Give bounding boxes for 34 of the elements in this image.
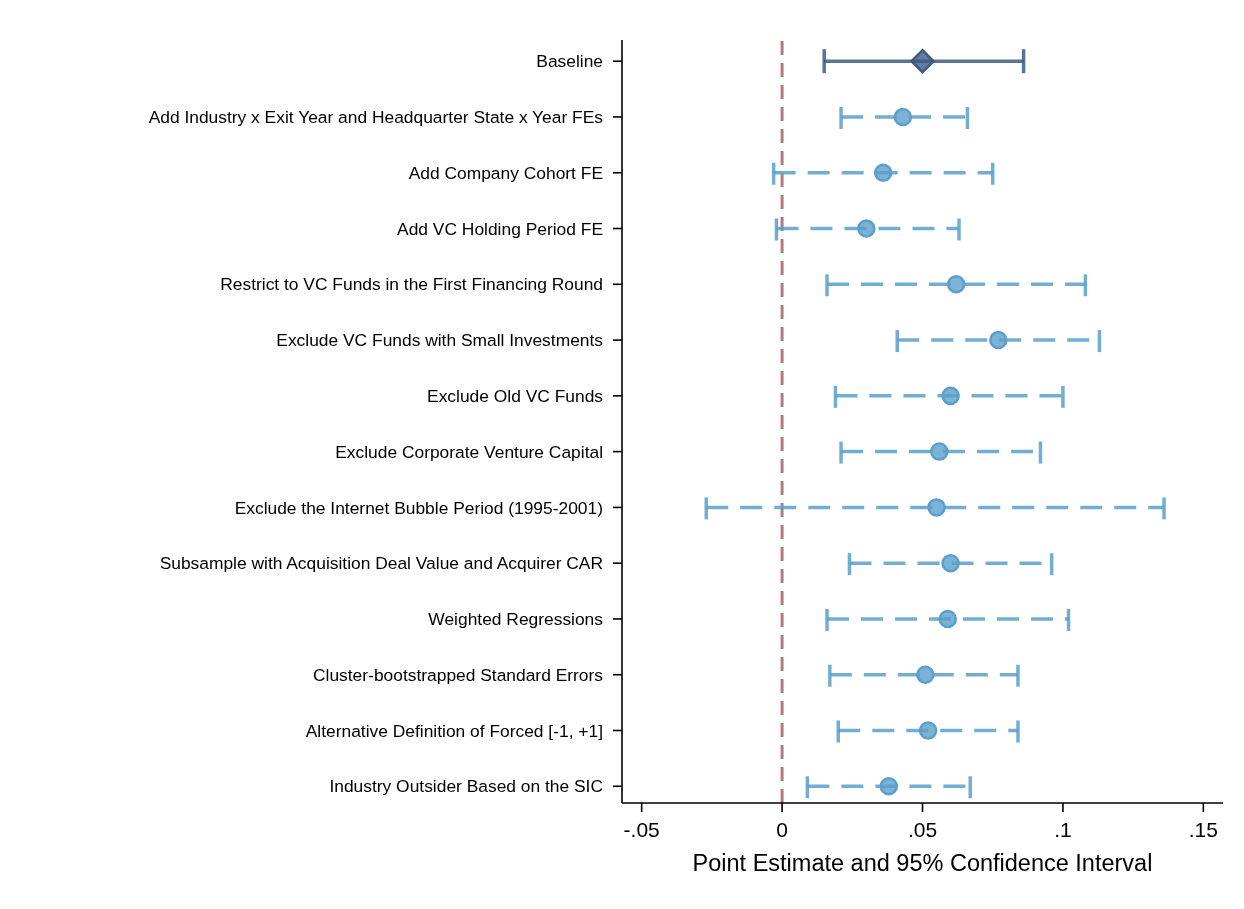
point: [893, 107, 913, 127]
y-tick-label: Weighted Regressions: [428, 609, 604, 630]
y-tick-label: Industry Outsider Based on the SIC: [329, 776, 603, 797]
y-tick-label: Restrict to VC Funds in the First Financing Round: [220, 274, 603, 295]
point: [916, 665, 935, 684]
x-tick-label: .15: [1188, 817, 1218, 841]
y-tick-label: Exclude Old VC Funds: [427, 386, 604, 407]
y-tick-label: Baseline: [536, 51, 603, 72]
point: [930, 442, 949, 461]
y-tick-label: Subsample with Acquisition Deal Value and Acquirer CAR: [159, 553, 603, 574]
x-tick-label: .1: [1054, 817, 1072, 841]
point: [946, 275, 966, 294]
point: [989, 330, 1008, 350]
point: [873, 163, 893, 182]
y-tick-label: Add Company Cohort FE: [408, 162, 603, 183]
x-tick-label: .05: [907, 817, 938, 841]
x-tick-label: 0: [776, 817, 788, 841]
point: [938, 609, 958, 629]
y-tick-label: Exclude the Internet Bubble Period (1995-2001): [234, 497, 603, 518]
y-tick-label: Exclude VC Funds with Small Investments: [276, 330, 604, 351]
y-tick-label: Add VC Holding Period FE: [397, 218, 603, 239]
y-tick-label: Cluster-bootstrapped Standard Errors: [313, 664, 604, 685]
y-tick-label: Alternative Definition of Forced [-1, +1]: [305, 720, 603, 741]
point: [941, 386, 960, 406]
point: [879, 777, 899, 796]
point: [927, 498, 946, 517]
y-tick-label: Exclude Corporate Venture Capital: [335, 441, 603, 462]
point: [941, 553, 960, 573]
point: [918, 721, 938, 740]
x-axis-title: Point Estimate and 95% Confidence Interval: [692, 850, 1153, 876]
point: [910, 48, 935, 74]
point: [857, 219, 876, 238]
y-tick-label: Add Industry x Exit Year and Headquarter State x Year FEs: [148, 107, 604, 128]
x-tick-label: -.05: [623, 817, 660, 841]
